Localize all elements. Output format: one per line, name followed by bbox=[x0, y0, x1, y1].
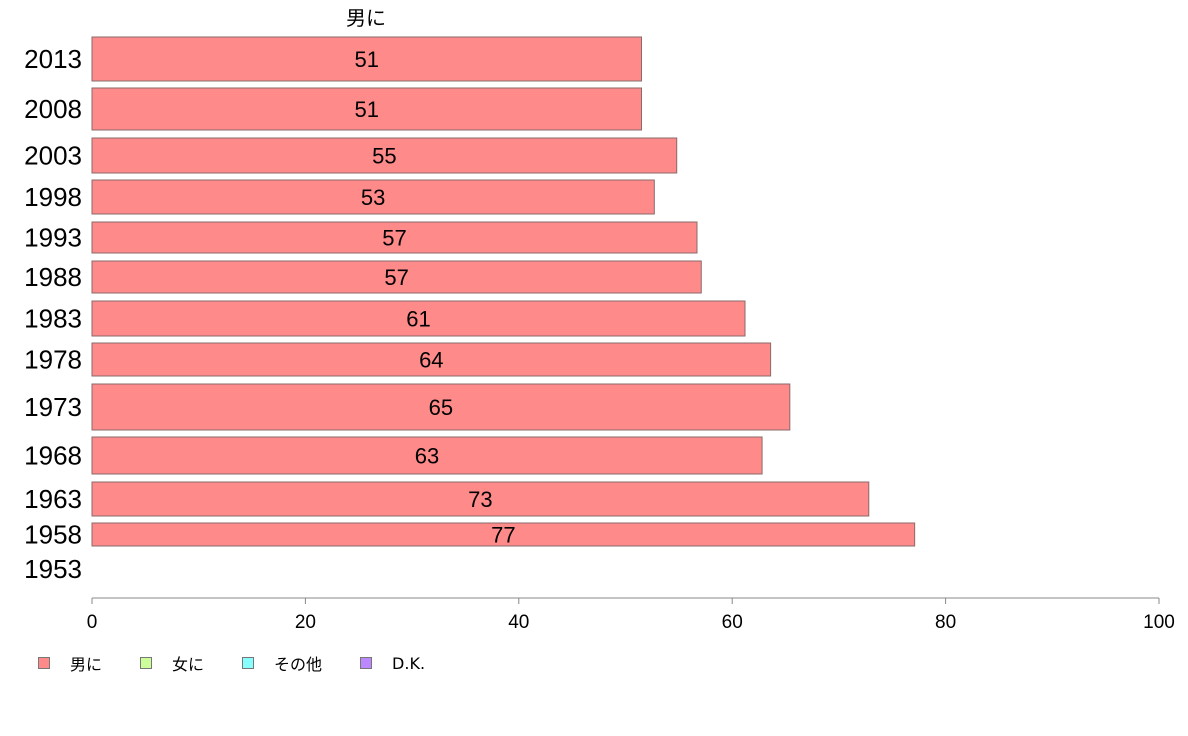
bar-value-label-1978: 64 bbox=[419, 348, 443, 373]
y-tick-label-1973: 1973 bbox=[24, 392, 82, 422]
bar-value-label-1998: 53 bbox=[361, 185, 385, 210]
legend-label: 女に bbox=[172, 655, 205, 674]
series-header: 男に bbox=[346, 6, 386, 30]
y-tick-label-2013: 2013 bbox=[24, 44, 82, 74]
legend-item-dk: D.K. bbox=[360, 654, 425, 673]
legend-swatch bbox=[38, 657, 50, 669]
bar-value-label-1983: 61 bbox=[406, 307, 430, 332]
x-tick-label-60: 60 bbox=[722, 612, 743, 633]
bar-value-label-1963: 73 bbox=[468, 487, 492, 512]
y-tick-label-2003: 2003 bbox=[24, 141, 82, 171]
legend-item-male: 男に bbox=[38, 651, 102, 675]
y-tick-label-2008: 2008 bbox=[24, 94, 82, 124]
x-axis: 0 20 40 60 80 100 bbox=[87, 597, 1175, 633]
bar-1988 bbox=[91, 260, 702, 294]
bar-1993 bbox=[91, 221, 698, 254]
y-tick-label-1953: 1953 bbox=[24, 554, 82, 584]
bar-1983 bbox=[91, 300, 746, 337]
legend-label: D.K. bbox=[392, 653, 426, 673]
bar-value-label-1968: 63 bbox=[415, 444, 439, 469]
bar-1968 bbox=[91, 436, 763, 475]
x-tick-label-40: 40 bbox=[508, 612, 529, 633]
bar-value-label-2003: 55 bbox=[372, 144, 396, 169]
bar-value-label-1958: 77 bbox=[491, 523, 515, 548]
legend-swatch bbox=[140, 657, 153, 669]
bar-2013 bbox=[91, 36, 643, 82]
y-axis-labels: 2013 2008 2003 1998 1993 1988 1983 1978 1973 1968… bbox=[24, 44, 82, 584]
legend-swatch bbox=[360, 657, 373, 669]
bar-1973 bbox=[91, 383, 791, 431]
bar-value-label-1988: 57 bbox=[384, 265, 408, 290]
y-tick-label-1968: 1968 bbox=[24, 441, 82, 471]
x-tick-label-0: 0 bbox=[87, 612, 98, 633]
y-tick-label-1998: 1998 bbox=[24, 182, 82, 212]
bar-2003 bbox=[91, 137, 678, 174]
legend-item-other: その他 bbox=[242, 651, 322, 675]
bar-value-label-2013: 51 bbox=[355, 47, 379, 72]
bar-value-label-1993: 57 bbox=[382, 226, 406, 251]
legend-label: その他 bbox=[274, 655, 323, 674]
bar-value-label-2008: 51 bbox=[355, 97, 379, 122]
bar-chart: 男に 51 51 55 53 57 57 61 64 65 63 73 77 2013 2008 2003… bbox=[24, 6, 1175, 633]
bar-1998 bbox=[91, 179, 655, 215]
bars-group: 51 51 55 53 57 57 61 64 65 63 73 77 bbox=[91, 36, 916, 548]
y-tick-label-1993: 1993 bbox=[24, 223, 82, 253]
legend: 男に 女に その他 D.K. bbox=[38, 651, 463, 675]
bar-1978 bbox=[91, 342, 772, 377]
y-tick-label-1978: 1978 bbox=[24, 345, 82, 375]
legend-swatch bbox=[242, 657, 255, 669]
bar-2008 bbox=[91, 87, 643, 131]
x-tick-label-20: 20 bbox=[295, 612, 316, 633]
x-tick-label-100: 100 bbox=[1143, 612, 1175, 633]
y-tick-label-1963: 1963 bbox=[24, 484, 82, 514]
bar-value-label-1973: 65 bbox=[429, 395, 453, 420]
bar-1963 bbox=[91, 481, 870, 517]
legend-item-female: 女に bbox=[140, 651, 204, 675]
y-tick-label-1983: 1983 bbox=[24, 304, 82, 334]
legend-label: 男に bbox=[70, 655, 103, 674]
bar-1958 bbox=[91, 522, 916, 547]
x-tick-label-80: 80 bbox=[935, 612, 956, 633]
y-tick-label-1988: 1988 bbox=[24, 262, 82, 292]
y-tick-label-1958: 1958 bbox=[24, 520, 82, 550]
